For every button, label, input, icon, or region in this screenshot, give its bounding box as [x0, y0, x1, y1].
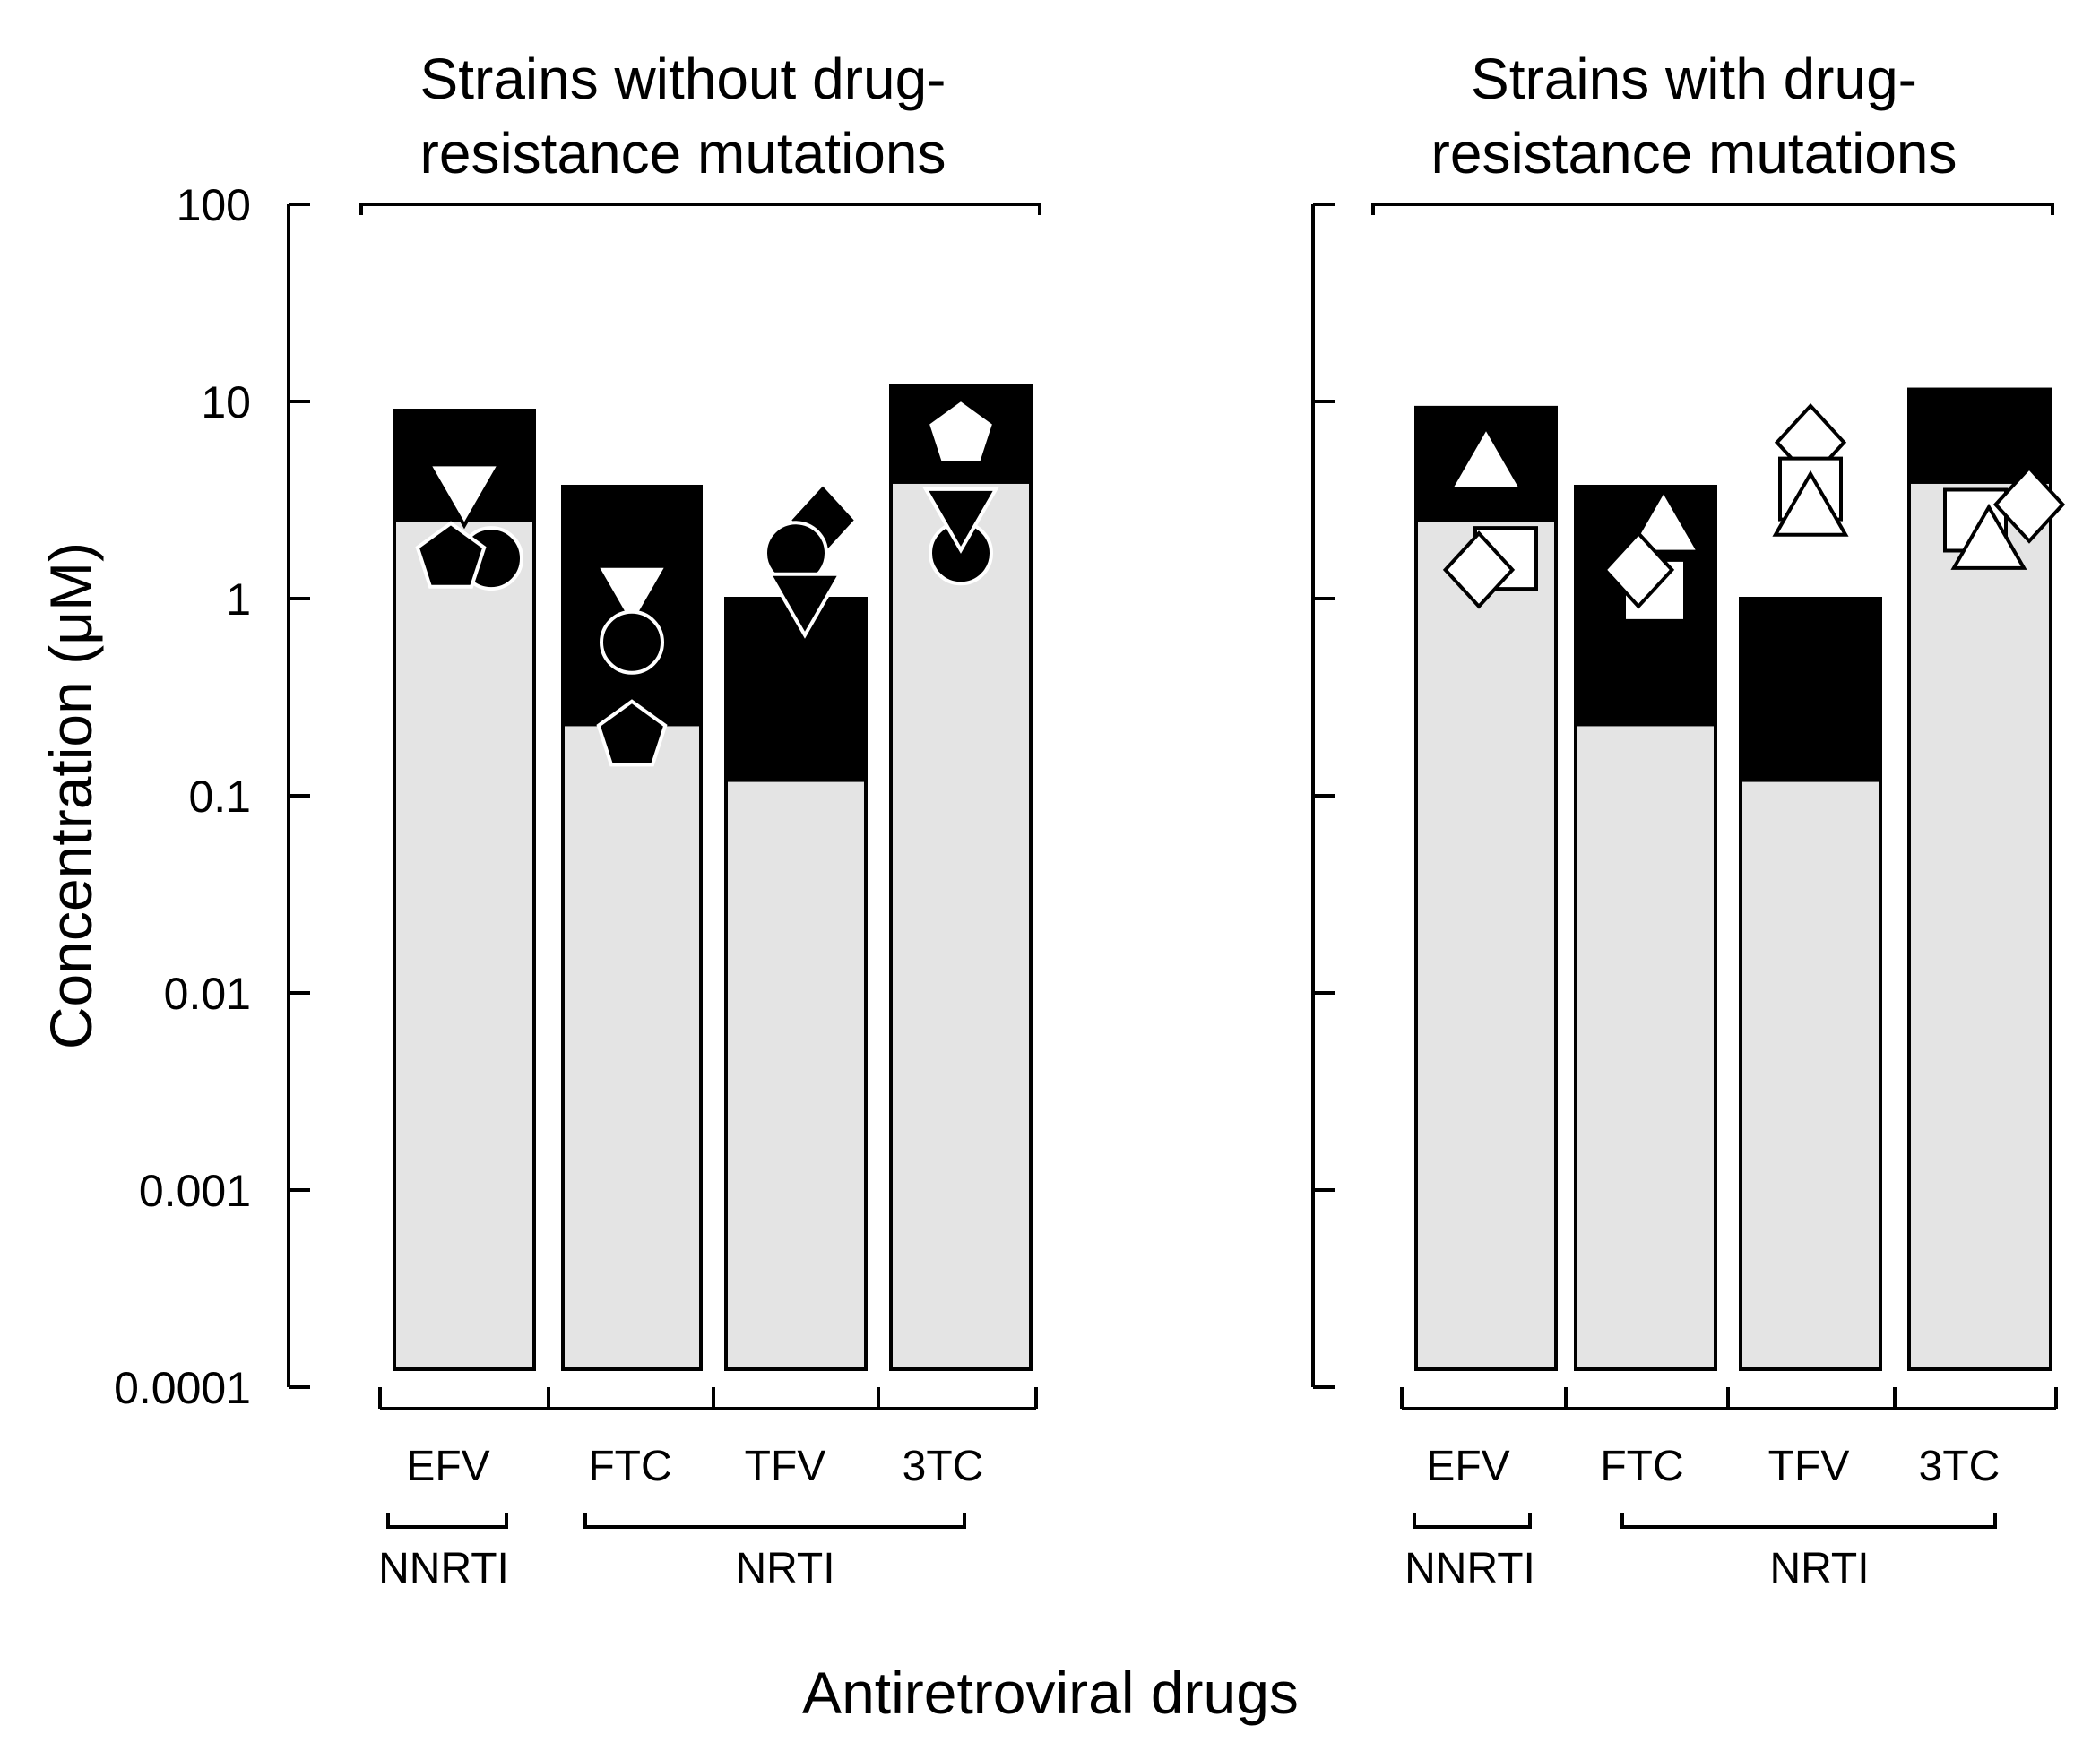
panel-2-title-line2: resistance mutations — [1431, 121, 1957, 185]
panel-2-class-bracket-NNRTI — [1413, 1513, 1532, 1529]
panel-2-title-line1: Strains with drug- — [1471, 47, 1917, 111]
y-tick-label: 1 — [226, 574, 251, 625]
panel-1-drug-label-FTC: FTC — [588, 1443, 671, 1490]
y-tick-label: 0.01 — [164, 969, 251, 1019]
panel-1-class-bracket-NRTI — [583, 1513, 966, 1529]
panel-2-marker-EFV-diamond — [1442, 530, 1516, 609]
y-tick-label: 0.1 — [188, 772, 251, 822]
panel-2-drug-label-3TC: 3TC — [1919, 1443, 2001, 1490]
panel-2-marker-FTC-triangle-up — [1625, 487, 1702, 554]
panel-1-drug-label-TFV: TFV — [745, 1443, 826, 1490]
panel-1-title-bracket — [359, 203, 1041, 215]
panel-2-class-bracket-NRTI — [1620, 1513, 1997, 1529]
y-tick-label: 10 — [201, 377, 251, 427]
panel-1-marker-FTC-pentagon — [596, 699, 668, 767]
panel-1-title-line1: Strains without drug- — [420, 47, 946, 111]
panel-2-drug-label-TFV: TFV — [1768, 1443, 1850, 1490]
panel-1-class-label-NRTI: NRTI — [735, 1545, 834, 1592]
panel-2-marker-EFV-triangle-up — [1448, 424, 1525, 491]
panel-1-class-bracket-NNRTI — [386, 1513, 508, 1529]
panel-2-class-label-NRTI: NRTI — [1769, 1545, 1869, 1592]
panel-1-class-label-NNRTI: NNRTI — [378, 1545, 509, 1592]
panel-2-range-3TC — [1907, 387, 2052, 484]
y-tick-label: 0.001 — [139, 1166, 251, 1216]
panel-1-marker-3TC-triangle-down — [922, 487, 999, 554]
panel-1-marker-FTC-circle — [600, 609, 664, 675]
panel-2-marker-3TC-diamond — [1992, 465, 2066, 544]
panel-1-marker-EFV-pentagon — [415, 521, 487, 589]
y-tick-label: 0.0001 — [114, 1363, 251, 1413]
x-axis-title: Antiretroviral drugs — [802, 1660, 1299, 1726]
panel-1-marker-TFV-triangle-down — [766, 572, 843, 639]
panel-2-marker-TFV-triangle-up — [1772, 470, 1849, 537]
panel-2-range-TFV — [1739, 597, 1882, 782]
y-tick-label: 100 — [177, 180, 251, 230]
panel-2-class-label-NNRTI: NNRTI — [1404, 1545, 1535, 1592]
panel-2-marker-3TC-triangle-up — [1950, 503, 2027, 570]
panel-1-range-TFV — [724, 597, 868, 782]
panel-1-drug-label-EFV: EFV — [406, 1443, 489, 1490]
panel-2-drug-label-EFV: EFV — [1426, 1443, 1509, 1490]
panel-2-marker-FTC-diamond — [1602, 530, 1675, 609]
panel-2-title-bracket — [1371, 203, 2054, 215]
panel-1-drug-label-3TC: 3TC — [903, 1443, 984, 1490]
panel-1-marker-EFV-triangle-down — [426, 462, 503, 530]
panel-1-marker-FTC-triangle-down — [593, 564, 670, 631]
panel-2-drug-label-FTC: FTC — [1600, 1443, 1683, 1490]
panel-1-marker-3TC-pentagon — [925, 397, 997, 465]
panel-1-title-line2: resistance mutations — [420, 121, 946, 185]
y-axis-title: Concentration (μM) — [38, 542, 104, 1049]
